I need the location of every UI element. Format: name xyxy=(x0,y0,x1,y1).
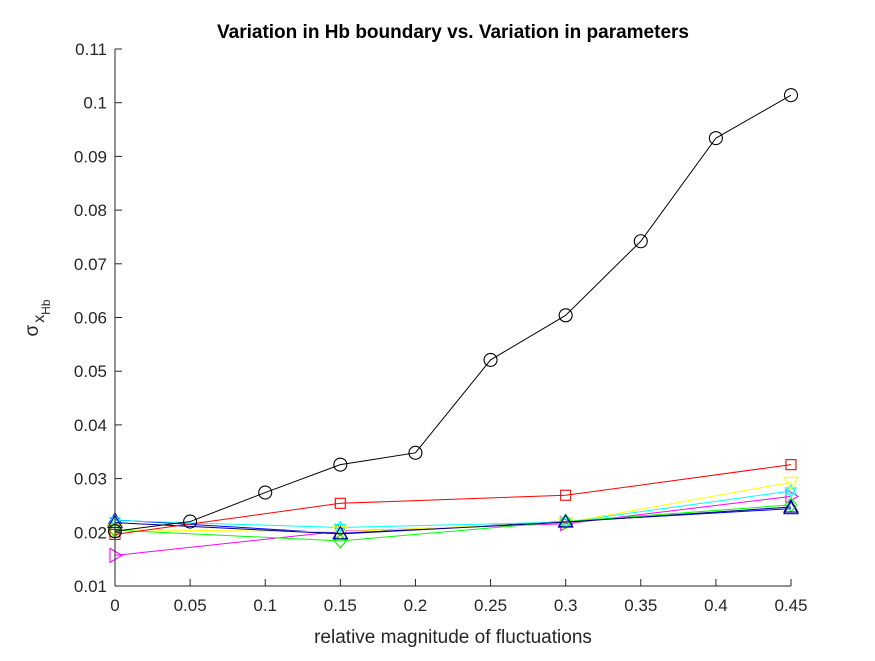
chart-title: Variation in Hb boundary vs. Variation i… xyxy=(217,22,689,43)
marker-hexagram xyxy=(784,483,798,495)
marker-circle xyxy=(258,485,273,500)
marker-circle xyxy=(408,445,423,460)
marker-circle xyxy=(783,88,799,103)
marker-hexagram xyxy=(784,487,798,499)
marker-triangle-down xyxy=(783,476,799,491)
svg-text:σxHb: σxHb xyxy=(22,299,53,336)
marker-circle xyxy=(333,457,348,472)
series-line xyxy=(114,506,792,535)
series-line xyxy=(114,504,792,542)
x-axis-label: relative magnitude of fluctuations xyxy=(314,627,592,648)
marker-circle xyxy=(708,131,723,146)
series-layer xyxy=(107,88,800,564)
marker-circle xyxy=(183,514,198,529)
x-tick-label: 0.25 xyxy=(474,596,507,615)
marker-hexagram xyxy=(334,523,347,535)
y-ticks: 0.01 0.02 0.03 0.04 0.05 0.06 0.07 0.08 0.09 0.1 0… xyxy=(74,40,122,596)
marker-circle xyxy=(633,234,648,249)
marker-square xyxy=(785,459,797,471)
x-tick-label: 0.2 xyxy=(404,596,428,615)
x-tick-label: 0.1 xyxy=(253,596,277,615)
y-tick-label: 0.06 xyxy=(74,309,107,328)
y-axis-label-subscript: Hb xyxy=(39,299,53,315)
marker-triangle-right xyxy=(109,547,124,564)
y-tick-label: 0.08 xyxy=(74,201,107,220)
x-tick-label: 0.15 xyxy=(324,596,357,615)
y-tick-label: 0.05 xyxy=(74,362,107,381)
y-tick-label: 0.02 xyxy=(74,523,107,542)
series-line xyxy=(114,481,792,533)
marker-square xyxy=(334,497,346,509)
x-tick-label: 0.35 xyxy=(624,596,657,615)
y-tick-label: 0.1 xyxy=(83,94,107,113)
marker-triangle-up xyxy=(332,525,349,540)
marker-circle xyxy=(558,308,573,323)
x-tick-label: 0.45 xyxy=(774,596,807,615)
y-tick-label: 0.11 xyxy=(75,40,107,59)
series-line xyxy=(114,94,792,532)
x-tick-label: 0 xyxy=(110,596,119,615)
x-tick-label: 0.05 xyxy=(174,596,207,615)
marker-circle xyxy=(483,352,498,367)
x-tick-label: 0.3 xyxy=(554,596,578,615)
marker-triangle-up xyxy=(557,514,574,528)
y-tick-label: 0.04 xyxy=(74,416,107,435)
series-circle xyxy=(107,88,799,539)
series-line xyxy=(114,464,792,535)
y-axis-label-symbol: σ xyxy=(22,325,43,337)
y-tick-label: 0.01 xyxy=(74,577,107,596)
x-tick-label: 0.4 xyxy=(704,596,728,615)
marker-diamond xyxy=(558,513,573,530)
y-tick-label: 0.03 xyxy=(74,470,107,489)
series-line xyxy=(114,490,792,528)
y-tick-label: 0.07 xyxy=(74,255,107,274)
marker-hexagram xyxy=(334,520,347,532)
x-ticks: 0 0.05 0.1 0.15 0.2 0.25 0.3 0.35 0.4 0.45 xyxy=(110,579,808,615)
marker-square xyxy=(560,489,572,501)
plot-area xyxy=(115,49,791,586)
marker-hexagram xyxy=(559,518,572,530)
marker-triangle-up xyxy=(783,498,799,513)
y-axis-label: σxHb xyxy=(22,299,53,336)
y-axis-label-base: x xyxy=(31,315,48,323)
y-tick-label: 0.09 xyxy=(74,147,107,166)
